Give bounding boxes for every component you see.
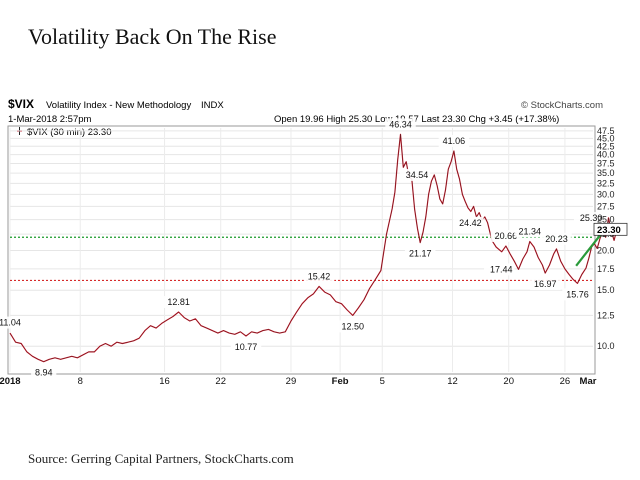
low-label: Low [375,114,393,125]
data-label: 25.30 [580,213,603,223]
x-tick-label: 2018 [0,376,21,387]
data-label: 17.44 [490,264,513,274]
vix-candle-wicks [9,134,618,362]
x-tick-label: Mar [580,376,597,387]
x-tick-label: 12 [447,376,458,387]
data-label: 24.42 [459,218,482,228]
data-label: 41.06 [443,136,466,146]
data-label: 46.34 [389,119,412,129]
data-label-bg [438,135,470,148]
y-tick-label: 42.5 [597,141,615,151]
x-tick-label: 16 [159,376,170,387]
open-label: Open [274,114,297,125]
last-label: Last [421,114,439,125]
data-label: 12.81 [167,297,190,307]
x-tick-label: 29 [286,376,297,387]
data-label: 34.54 [406,170,429,180]
header-exchange: INDX [201,100,224,111]
y-tick-label: 12.5 [597,310,615,320]
x-tick-label: Feb [332,376,349,387]
x-tick-label: 20 [503,376,514,387]
data-label-bg [573,211,605,224]
header-provider: © StockCharts.com [521,100,603,111]
data-label: 21.17 [409,249,432,259]
y-tick-label: 30.0 [597,189,615,199]
data-label-bg [514,225,546,238]
header-name: Volatility Index - New Methodology [46,100,191,111]
data-label: 8.94 [35,368,53,378]
data-label-bg [163,296,194,309]
x-tick-label: 22 [215,376,226,387]
x-tick-label: 5 [380,376,385,387]
data-label-bg [404,247,436,260]
data-label-bg [490,229,522,242]
data-label-bg [529,278,561,291]
vix-chart: $VIX Volatility Index - New Methodology … [0,97,628,387]
data-label: 20.66 [495,231,518,241]
data-label: 15.42 [308,271,331,281]
data-label-bg [453,216,484,229]
y-tick-label: 32.5 [597,178,615,188]
y-tick-label: 20.0 [597,245,615,255]
data-label-bg [541,232,572,245]
last-value-label: 23.30 [597,225,621,236]
y-tick-label: 37.5 [597,159,615,169]
open-value: 19.96 [300,114,324,125]
chg-label: Chg [468,114,485,125]
last-value-box [593,222,628,236]
data-label-bg [385,118,416,131]
legend: $VIX (30 min) 23.30 [17,127,112,138]
data-label-bg [303,270,335,283]
data-label-bg [230,340,262,353]
x-tick-label: 26 [560,376,571,387]
high-label: High [326,114,346,125]
y-tick-label: 45.0 [597,133,615,143]
y-tick-label: 27.5 [597,201,615,211]
data-label-bg [337,320,369,333]
chart-header: $VIX Volatility Index - New Methodology … [8,97,603,125]
chg-value: +3.45 (+17.38%) [489,114,560,125]
data-label: 21.34 [519,226,542,236]
data-label: 16.97 [534,279,557,289]
y-tick-label: 15.0 [597,285,615,295]
y-tick-label: 25.0 [597,215,615,225]
data-label: 10.77 [235,342,258,352]
y-tick-label: 40.0 [597,150,615,160]
data-label: 12.50 [342,321,365,331]
header-symbol: $VIX [8,97,34,111]
page-title: Volatility Back On The Rise [28,24,277,49]
y-tick-label: 17.5 [597,264,615,274]
data-label: 15.76 [566,289,589,299]
source-note: Source: Gerring Capital Partners, StockC… [28,451,294,466]
legend-label: $VIX (30 min) 23.30 [27,127,112,138]
data-label-bg [399,168,431,181]
data-label-bg [0,316,26,329]
data-label-bg [562,288,593,301]
y-tick-label: 35.0 [597,168,615,178]
header-datetime: 1-Mar-2018 2:57pm [8,114,92,125]
data-label-bg [31,366,57,379]
high-value: 25.30 [349,114,373,125]
data-label: 11.04 [0,318,21,328]
data-label-bg [484,263,515,276]
x-tick-label: 8 [78,376,83,387]
data-label: 20.23 [545,234,568,244]
last-value: 23.30 [442,114,466,125]
header-ohlc: Open 19.96 High 25.30 Low 19.57 Last 23.… [274,114,559,125]
y-tick-label: 10.0 [597,341,615,351]
y-tick-label: 47.5 [597,126,615,136]
